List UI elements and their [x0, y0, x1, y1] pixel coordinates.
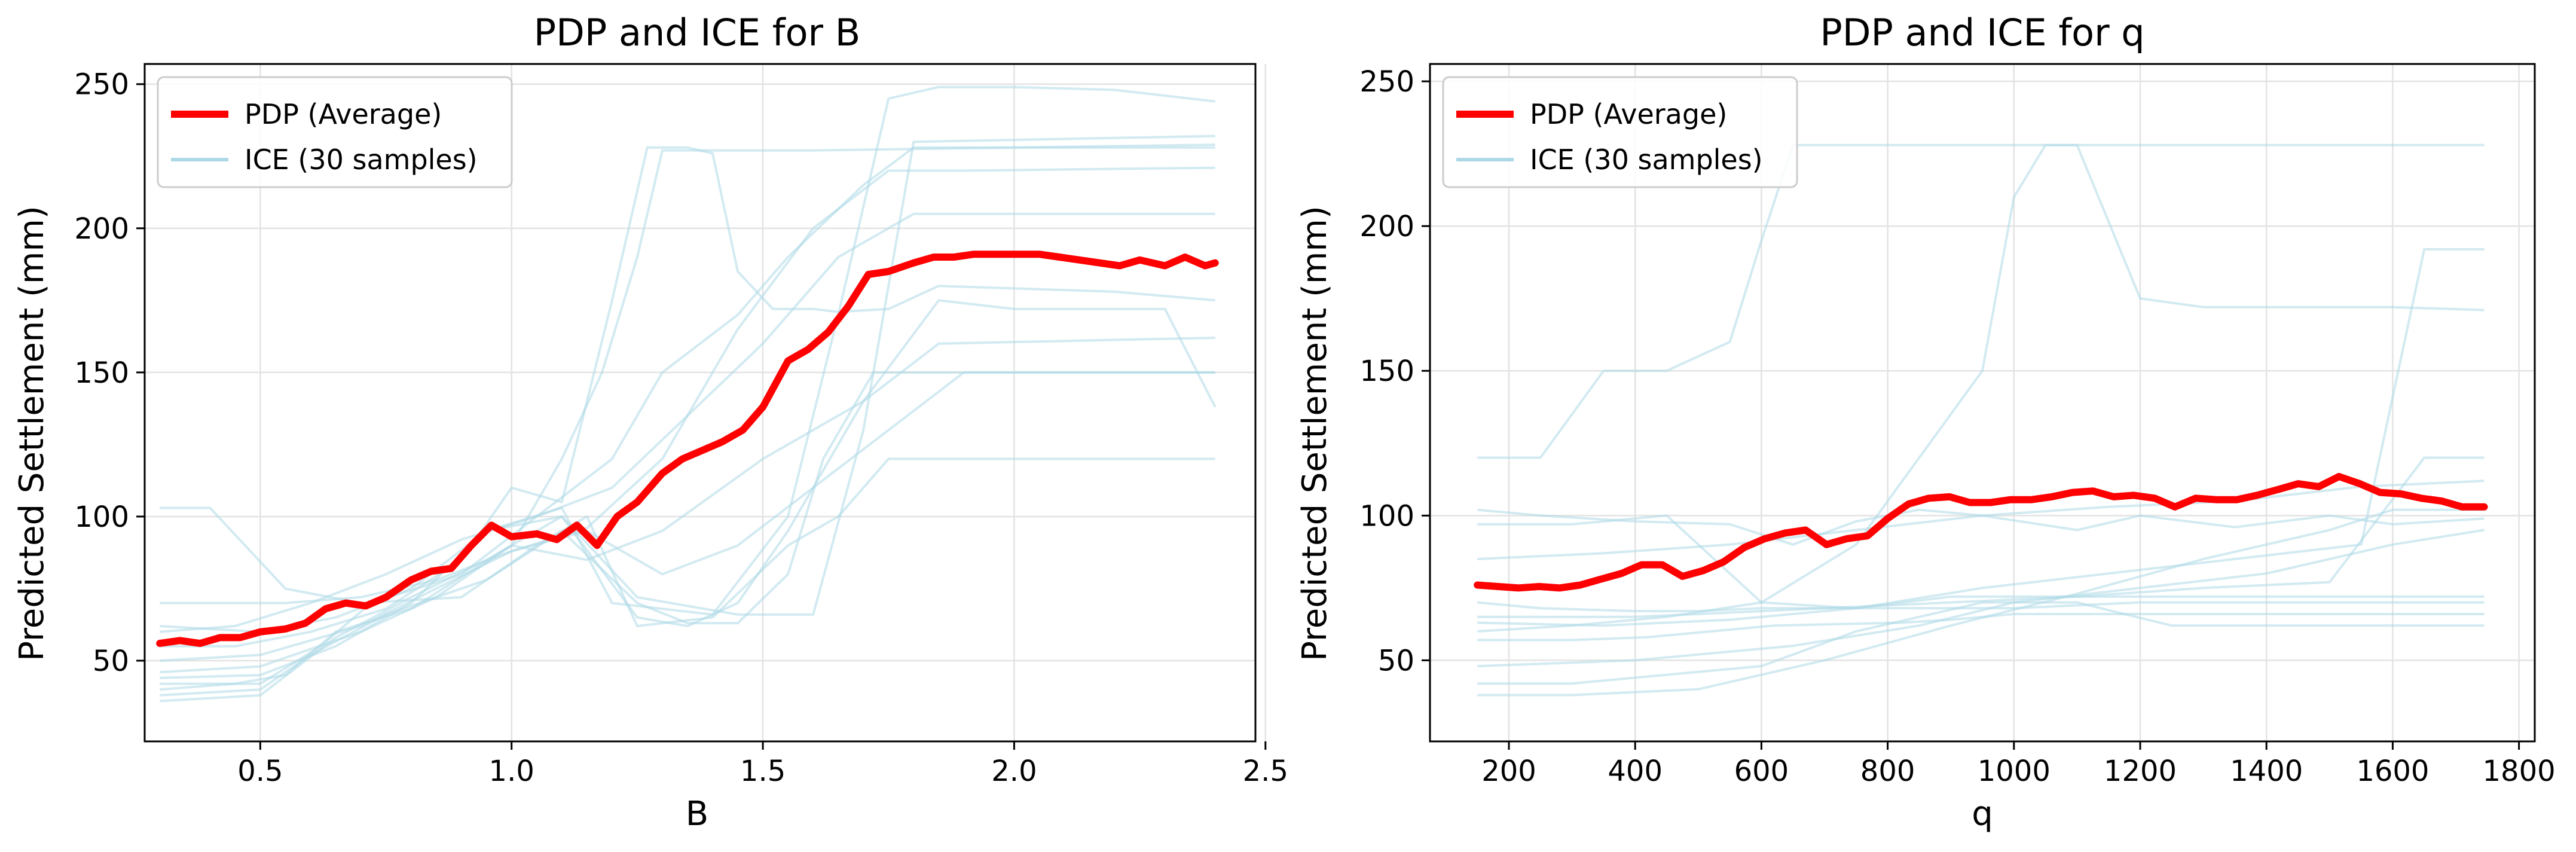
plot-area-b	[156, 85, 1219, 703]
x-tick-label: 1000	[1978, 755, 2051, 788]
y-tick-label: 100	[1359, 499, 1414, 533]
ice-line-q-11	[1477, 248, 2485, 627]
legend-box	[157, 76, 513, 188]
y-tick-label: 250	[74, 68, 129, 102]
x-tick-label: 400	[1608, 755, 1663, 788]
x-tick-label: 2.5	[1243, 755, 1288, 788]
y-tick-label: 50	[93, 645, 129, 678]
x-tick-label: 2.0	[991, 755, 1037, 788]
x-tick-label: 800	[1860, 755, 1915, 788]
y-axis-label-q: Predicted Settlement (mm)	[1295, 206, 1334, 661]
ice-line-q-10	[1477, 508, 2485, 697]
y-tick-label: 200	[1359, 210, 1414, 243]
ice-line-b-5	[160, 146, 1215, 648]
x-tick-label: 1.5	[740, 755, 786, 788]
ice-line-b-4	[160, 299, 1217, 703]
x-tick-label: 600	[1734, 755, 1789, 788]
y-tick-label: 250	[1359, 65, 1414, 99]
y-tick-label: 150	[1359, 355, 1414, 388]
ice-line-q-0	[1477, 514, 2485, 610]
y-tick-label: 50	[1378, 644, 1414, 677]
plot-frame-q	[1429, 63, 2536, 743]
plot-frame-b	[143, 63, 1257, 743]
ice-line-q-9	[1477, 480, 2485, 560]
legend-label-pdp: PDP (Average)	[1530, 98, 1727, 130]
legend-box	[1442, 76, 1798, 188]
ice-line-b-3	[160, 457, 1215, 628]
ice-line-b-9	[160, 212, 1215, 633]
x-tick-label: 1600	[2356, 755, 2429, 788]
x-axis-label-b: B	[686, 795, 708, 833]
y-tick-label: 200	[74, 212, 129, 246]
x-tick-label: 1200	[2104, 755, 2177, 788]
ice-line-b-10	[160, 337, 1215, 674]
ice-line-b-11	[160, 166, 1215, 604]
pdp-line-q	[1474, 473, 2488, 592]
x-tick-label: 1.0	[489, 755, 534, 788]
y-axis-label-b: Predicted Settlement (mm)	[13, 206, 51, 661]
ice-line-q-5	[1477, 143, 2485, 633]
chart-panel-b: PDP and ICE for B B Predicted Settlement…	[13, 11, 1288, 833]
legend-q: PDP (Average) ICE (30 samples)	[1442, 76, 1798, 188]
x-tick-label: 1800	[2483, 755, 2556, 788]
ice-line-q-8	[1477, 529, 2485, 668]
x-tick-label: 200	[1481, 755, 1536, 788]
ice-line-q-6	[1477, 508, 2485, 546]
ice-line-q-2	[1477, 613, 2485, 642]
x-tick-label: 1400	[2230, 755, 2303, 788]
ice-line-q-3	[1477, 601, 2485, 685]
ice-line-b-6	[160, 135, 1215, 633]
legend-label-ice: ICE (30 samples)	[1530, 143, 1763, 176]
chart-title-q: PDP and ICE for q	[1820, 11, 2144, 54]
ice-line-q-7	[1477, 456, 2485, 618]
legend-label-ice: ICE (30 samples)	[245, 143, 478, 176]
chart-panel-q: PDP and ICE for q q Predicted Settlement…	[1295, 11, 2556, 833]
chart-title-b: PDP and ICE for B	[534, 11, 861, 54]
ice-line-b-8	[160, 371, 1215, 662]
legend-b: PDP (Average) ICE (30 samples)	[157, 76, 513, 188]
pdp-line-b	[156, 251, 1219, 648]
x-axis-label-q: q	[1972, 795, 1993, 833]
y-tick-label: 100	[74, 500, 129, 534]
legend-label-pdp: PDP (Average)	[245, 98, 442, 130]
y-tick-label: 150	[74, 356, 129, 390]
x-tick-label: 0.5	[237, 755, 283, 788]
